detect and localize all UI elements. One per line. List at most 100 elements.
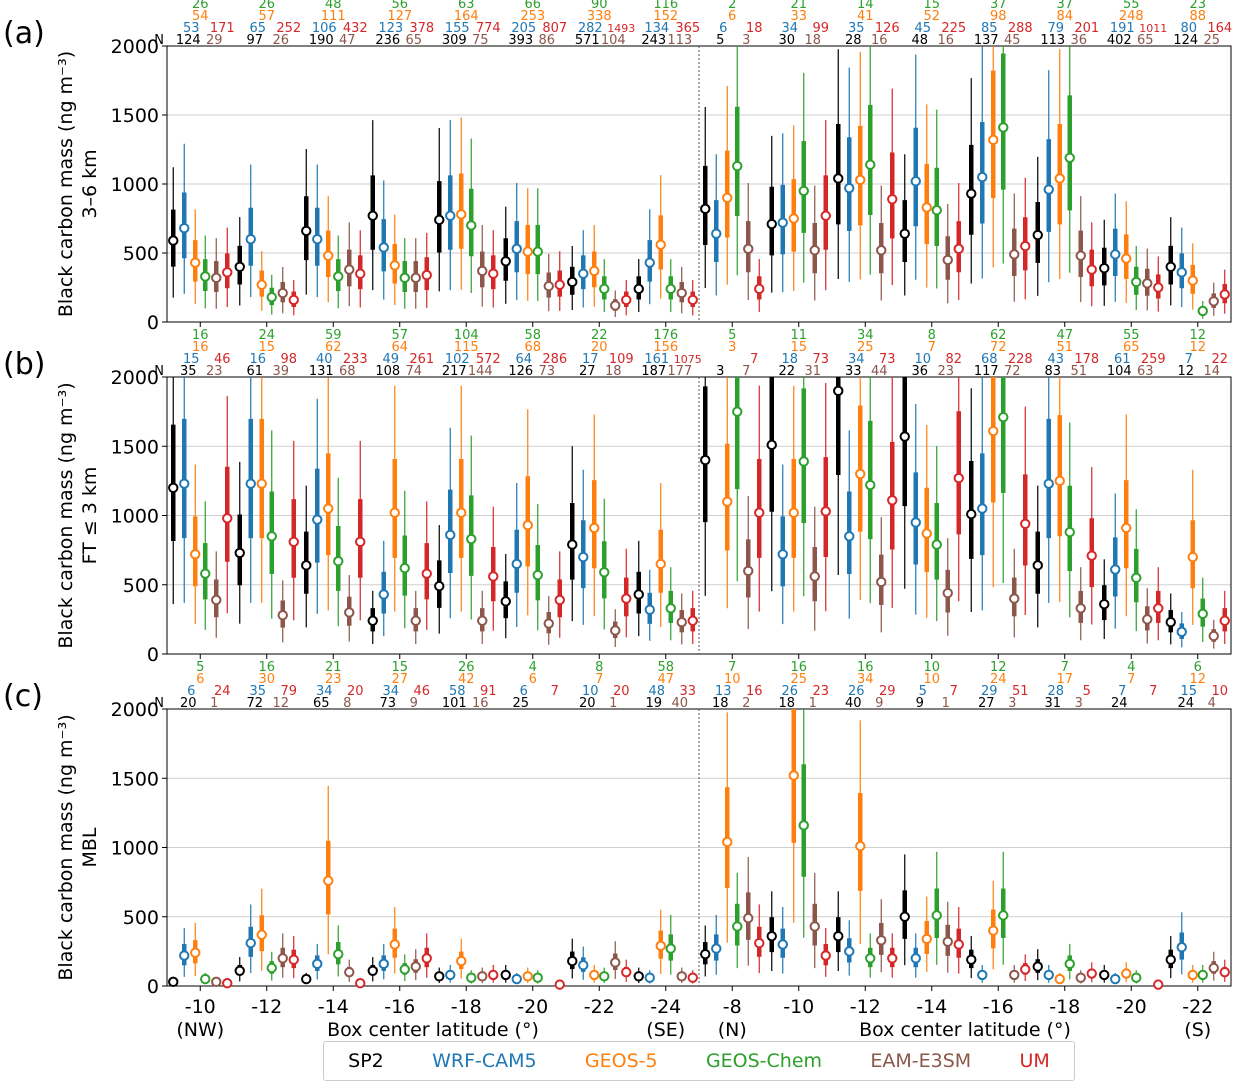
count-eam-e3sm: 177: [667, 364, 692, 379]
count-sp2: 36: [911, 364, 928, 379]
median-marker: [621, 294, 632, 306]
median-marker: [855, 468, 866, 480]
x-tick-label: -24: [650, 996, 681, 1018]
count-geos-5: 12: [1189, 340, 1206, 355]
box-wrf-cam5: [1043, 964, 1054, 983]
box-sp2: [168, 377, 179, 605]
count-wrf-cam5: 80: [1180, 21, 1197, 36]
box-wrf-cam5: [844, 67, 855, 282]
count-eam-e3sm: 16: [871, 33, 888, 48]
median-marker: [445, 529, 456, 541]
y-axis-label: Black carbon mass (ng m⁻³): [55, 714, 77, 980]
x-tick-label: -14: [318, 996, 349, 1018]
box-geos-5: [1187, 243, 1198, 310]
median-marker: [532, 246, 543, 257]
x-tick-label: -8: [723, 996, 742, 1018]
count-sp2: 30: [778, 33, 795, 48]
box-eam-e3sm: [610, 941, 621, 979]
median-marker: [766, 439, 777, 451]
box-um: [754, 259, 765, 313]
median-marker: [266, 962, 277, 974]
x-tick-label: -20: [1116, 996, 1147, 1018]
box-geos-chem: [532, 188, 543, 301]
median-marker: [168, 235, 179, 246]
count-wrf-cam5: 49: [382, 352, 399, 367]
box-geos-chem: [599, 259, 610, 313]
count-sp2: 402: [1107, 33, 1132, 48]
box-geos-chem: [466, 138, 477, 294]
count-geos-5: 7: [1127, 672, 1135, 687]
median-marker: [876, 935, 887, 946]
count-wrf-cam5: 68: [981, 352, 998, 367]
median-marker: [988, 925, 999, 936]
median-marker: [277, 287, 288, 299]
median-marker: [921, 528, 932, 539]
box-geos-chem: [1131, 245, 1142, 310]
count-um: 73: [812, 352, 829, 367]
median-marker: [211, 594, 222, 606]
panel-1: 0 500 1000 1500 2000 (a) Black carbon mass (ng…: [3, 0, 1232, 334]
box-sp2: [1165, 593, 1176, 645]
box-wrf-cam5: [445, 120, 456, 291]
median-marker: [389, 939, 400, 950]
box-um: [488, 230, 499, 308]
median-marker: [887, 953, 898, 964]
box-sp2: [1032, 485, 1043, 628]
box-sp2: [567, 938, 578, 979]
median-marker: [621, 593, 632, 604]
count-geos-5: 52: [923, 9, 940, 24]
count-sp2: 27: [579, 364, 596, 379]
box-geos-chem: [865, 377, 876, 604]
box-geos-chem: [333, 235, 344, 309]
count-sp2: 5: [716, 33, 724, 48]
median-marker: [323, 503, 334, 514]
median-marker: [610, 957, 621, 968]
median-marker: [532, 972, 543, 983]
median-marker: [355, 978, 366, 989]
median-marker: [367, 615, 378, 626]
box-eam-e3sm: [1142, 248, 1153, 311]
y-axis-sublabel: 3–6 km: [79, 149, 101, 218]
box-um: [687, 590, 698, 645]
box-wrf-cam5: [1176, 912, 1187, 975]
median-marker: [1131, 276, 1142, 288]
median-marker: [1197, 608, 1208, 620]
box-geos-chem: [200, 972, 211, 985]
median-marker: [168, 482, 179, 493]
box-geos-chem: [1197, 964, 1208, 983]
box-wrf-cam5: [445, 427, 456, 619]
median-marker: [256, 929, 267, 940]
count-geos-5: 98: [990, 9, 1007, 24]
count-sp2: 20: [180, 696, 197, 711]
median-marker: [1009, 969, 1020, 981]
median-marker: [410, 272, 421, 284]
box-geos-chem: [798, 709, 809, 938]
count-um: 774: [476, 21, 501, 36]
box-sp2: [434, 525, 445, 634]
count-eam-e3sm: 8: [343, 696, 351, 711]
box-um: [1086, 962, 1097, 983]
y-tick-label: 500: [123, 243, 159, 265]
box-eam-e3sm: [477, 224, 488, 307]
median-marker: [910, 517, 921, 528]
count-geos-5: 6: [196, 672, 204, 687]
count-sp2: 137: [974, 33, 999, 48]
count-sp2: 25: [512, 696, 529, 711]
count-geos-chem: 37: [990, 0, 1007, 12]
median-marker: [722, 836, 733, 848]
count-wrf-cam5: 161: [644, 352, 669, 367]
count-eam-e3sm: 72: [1004, 364, 1021, 379]
median-marker: [378, 589, 389, 600]
count-eam-e3sm: 68: [339, 364, 356, 379]
panel-label: (c): [3, 679, 43, 714]
count-eam-e3sm: 9: [410, 696, 418, 711]
count-eam-e3sm: 18: [605, 364, 622, 379]
box-eam-e3sm: [809, 506, 820, 631]
y-tick-label: 2000: [111, 367, 159, 389]
x-tick-label: -10: [783, 996, 814, 1018]
count-eam-e3sm: 45: [1004, 33, 1021, 48]
box-eam-e3sm: [743, 496, 754, 630]
median-marker: [1176, 942, 1187, 953]
box-sp2: [833, 49, 844, 279]
median-marker: [190, 549, 201, 560]
